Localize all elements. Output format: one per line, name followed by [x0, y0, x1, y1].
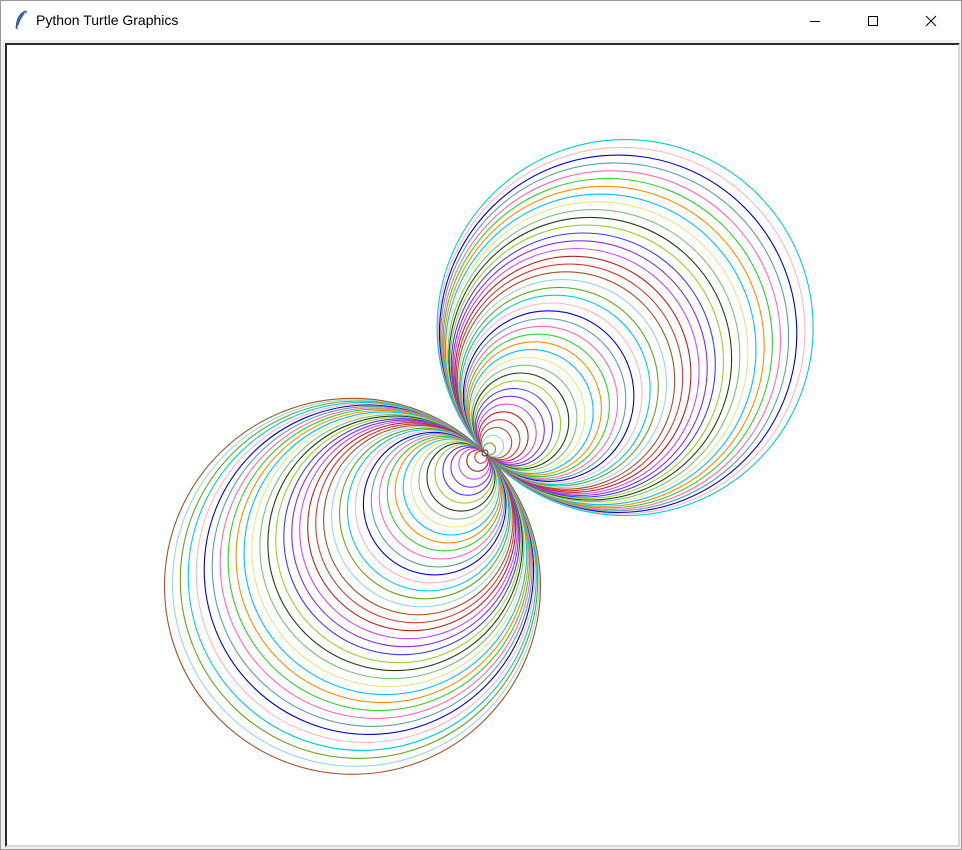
spiral-circle: [394, 437, 502, 544]
spiral-circle: [474, 387, 554, 467]
spiral-circle: [447, 209, 741, 503]
spiral-circle: [211, 405, 533, 727]
spiral-circle: [475, 395, 545, 465]
spiral-circle: [458, 448, 491, 480]
spiral-circle: [346, 428, 510, 592]
close-button[interactable]: [902, 1, 960, 40]
spiral-circle: [480, 426, 513, 459]
spiral-circle: [465, 325, 619, 479]
turtle-canvas-area[interactable]: [5, 43, 960, 847]
spiral-circle: [457, 279, 668, 489]
spiral-circle: [426, 442, 496, 512]
spiral-circle: [315, 423, 515, 624]
spiral-circle: [283, 418, 521, 656]
spiral-circle: [243, 411, 528, 696]
window-title: Python Turtle Graphics: [36, 12, 179, 28]
minimize-icon: [810, 20, 820, 22]
spiral-circle: [443, 185, 765, 507]
spiral-circle: [402, 438, 500, 536]
spiral-circle: [459, 286, 659, 487]
spiral-circle: [299, 420, 518, 640]
title-bar[interactable]: Python Turtle Graphics: [1, 1, 961, 40]
spiral-circle: [481, 434, 505, 458]
spiral-circle: [203, 404, 535, 735]
spiral-circle: [410, 439, 499, 528]
spiral-circle: [370, 433, 506, 568]
spiral-circle: [466, 333, 610, 478]
spiral-circle: [479, 419, 521, 461]
spiral-circle: [470, 364, 578, 472]
spiral-circle: [331, 426, 513, 608]
spiral-circle: [179, 400, 539, 759]
spiral-circle: [171, 399, 540, 767]
spiral-circle: [434, 443, 495, 504]
spiral-circle: [469, 356, 586, 473]
spiral-circle: [444, 193, 757, 506]
spiral-circle: [441, 170, 782, 510]
spiral-circle: [267, 415, 524, 672]
turtle-cursor-icon: [481, 449, 489, 457]
spiral-circle: [460, 294, 651, 486]
spiral-circle: [442, 177, 773, 509]
spiral-circle: [461, 302, 643, 484]
spiral-circle: [378, 434, 504, 560]
spiral-circle: [251, 412, 526, 688]
spiral-circle: [450, 232, 716, 498]
spiral-circle: [450, 446, 492, 488]
spiral-circle: [448, 216, 733, 501]
spiral-circle: [478, 411, 529, 462]
spiral-circle: [259, 414, 525, 680]
spiral-circle: [219, 407, 532, 719]
spiral-circle: [453, 247, 700, 495]
maximize-icon: [868, 15, 878, 26]
spiral-circle: [275, 416, 522, 664]
spiral-circle: [227, 408, 531, 712]
spiral-circle: [187, 401, 537, 751]
spiral-circle: [467, 341, 602, 476]
spiral-circle: [462, 310, 635, 482]
spiral-circle: [449, 224, 725, 500]
spiral-circle: [354, 430, 508, 584]
spiral-circle: [338, 427, 511, 600]
spiral-circle: [473, 380, 562, 468]
spiral-circle: [472, 372, 570, 470]
spiral-circle: [291, 419, 519, 648]
spiral-drawing: [163, 139, 814, 775]
spiral-circle: [362, 431, 507, 576]
spiral-circle: [454, 255, 692, 493]
close-icon: [925, 15, 937, 26]
spiral-circle: [323, 424, 514, 616]
spiral-circle: [466, 449, 489, 472]
maximize-button[interactable]: [844, 1, 902, 40]
spiral-circle: [437, 146, 806, 515]
spiral-circle: [307, 422, 517, 632]
spiral-circle: [235, 409, 529, 704]
spiral-circle: [163, 397, 542, 775]
feather-icon: [15, 10, 28, 30]
spiral-circle: [418, 441, 497, 520]
spiral-circle: [468, 349, 594, 475]
spiral-circle: [456, 271, 676, 490]
spiral-circle: [455, 263, 684, 492]
spiral-circle: [442, 445, 493, 496]
spiral-circle: [438, 154, 798, 514]
spiral-circle: [474, 450, 488, 464]
spiral-circle: [436, 139, 814, 517]
spiral-circle: [440, 162, 790, 512]
spiral-circle: [452, 240, 708, 496]
spiral-circle: [445, 201, 749, 504]
spiral-circle: [386, 435, 503, 552]
spiral-circle: [463, 317, 627, 481]
spiral-circle: [195, 403, 536, 743]
spiral-circle: [482, 442, 497, 456]
spiral-circle: [477, 403, 537, 464]
minimize-button[interactable]: [786, 1, 844, 40]
